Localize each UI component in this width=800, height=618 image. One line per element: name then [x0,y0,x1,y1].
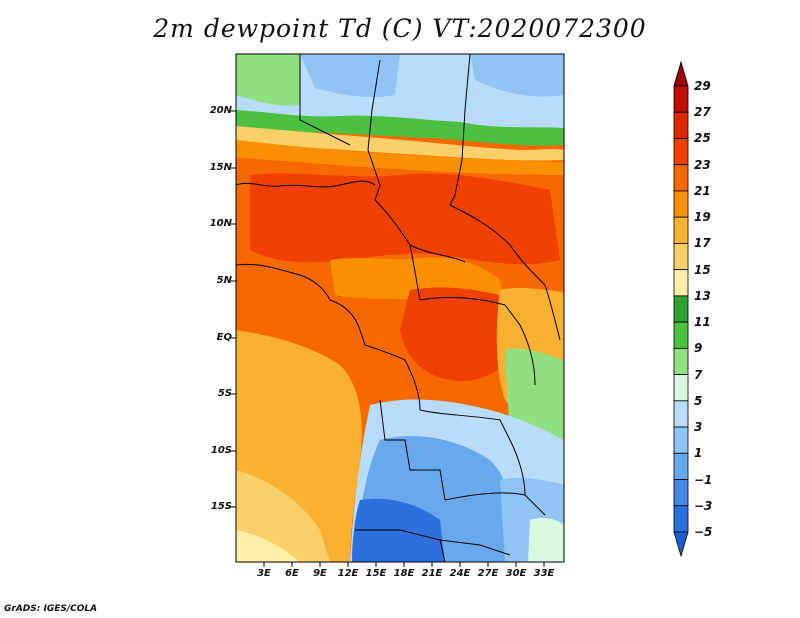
colorbar-top-arrow [673,60,689,87]
lon-label-27e: 27E [477,568,499,579]
field-southeast-pale [528,517,564,562]
lon-label-6e: 6E [285,568,299,579]
map-title: 2m dewpoint Td (C) VT:2020072300 [153,14,647,43]
colorbar-segment [673,295,689,323]
field-orange-band [236,140,564,175]
colorbar-segment [673,243,689,271]
colorbar-label: 7 [694,367,703,382]
lon-label-18e: 18E [393,568,415,579]
lat-label-20n: 20N [209,105,232,116]
field-hot-core-north [250,173,560,265]
colorbar-segment [673,374,689,402]
colorbar-segment [673,85,689,113]
colorbar-label: 15 [694,262,711,277]
field-southwest-pale [236,530,300,562]
grads-credit: GrADS: IGES/COLA [4,604,98,614]
field-north-west-green [236,54,300,106]
colorbar-label: 13 [694,288,711,303]
colorbar-segment [673,321,689,349]
colorbar-label: −5 [694,525,713,539]
colorbar-label: 3 [694,420,703,435]
colorbar-segment [673,347,689,375]
colorbar-label: 5 [694,393,703,408]
lat-label-5n: 5N [216,275,232,286]
field-north-east-dry [470,54,564,97]
lat-label-15n: 15N [209,162,232,173]
colorbar-label: 23 [694,157,711,172]
field-yellow-band [236,126,564,161]
lon-label-21e: 21E [421,568,443,579]
colorbar-segment [673,138,689,166]
colorbar-bottom-arrow [673,531,689,558]
lat-ticks [231,110,236,508]
colorbar-label: 9 [694,341,703,356]
colorbar-label: 19 [694,210,711,225]
colorbar-segment [673,505,689,533]
lon-label-24e: 24E [449,568,471,579]
lat-label-10s: 10S [210,445,232,456]
colorbar-label: −3 [694,498,713,513]
colorbar-segment [673,111,689,139]
lon-label-3e: 3E [257,568,271,579]
colorbar-segment [673,479,689,507]
colorbar-label: 11 [694,315,711,330]
field-green-band [236,110,564,146]
colorbar-segment [673,426,689,454]
field-north-dry-deep [300,54,400,98]
lat-label-eq: EQ [216,332,232,343]
colorbar-segment [673,216,689,244]
lon-label-33e: 33E [533,568,555,579]
colorbar-segment [673,400,689,428]
lat-label-5s: 5S [217,388,232,399]
lon-label-12e: 12E [337,568,359,579]
colorbar-label: 21 [694,183,711,198]
country-borders [236,54,561,562]
field-hot-core-congo [400,287,520,381]
lon-label-9e: 9E [313,568,327,579]
lon-label-30e: 30E [505,568,527,579]
colorbar-label: 25 [694,131,711,146]
colorbar [673,60,689,558]
colorbar-label: 17 [694,236,711,251]
lat-label-15s: 15S [210,501,232,512]
colorbar-label: −1 [694,472,713,487]
colorbar-segment [673,164,689,192]
colorbar-label: 29 [694,79,711,93]
map-frame [235,53,565,563]
colorbar-segment [673,452,689,480]
colorbar-segment [673,190,689,218]
colorbar-label: 1 [694,446,703,461]
lon-ticks [263,562,545,567]
colorbar-segment [673,269,689,297]
lat-label-10n: 10N [209,218,232,229]
lon-label-15e: 15E [365,568,387,579]
colorbar-label: 27 [694,105,711,120]
dewpoint-field [236,54,564,562]
